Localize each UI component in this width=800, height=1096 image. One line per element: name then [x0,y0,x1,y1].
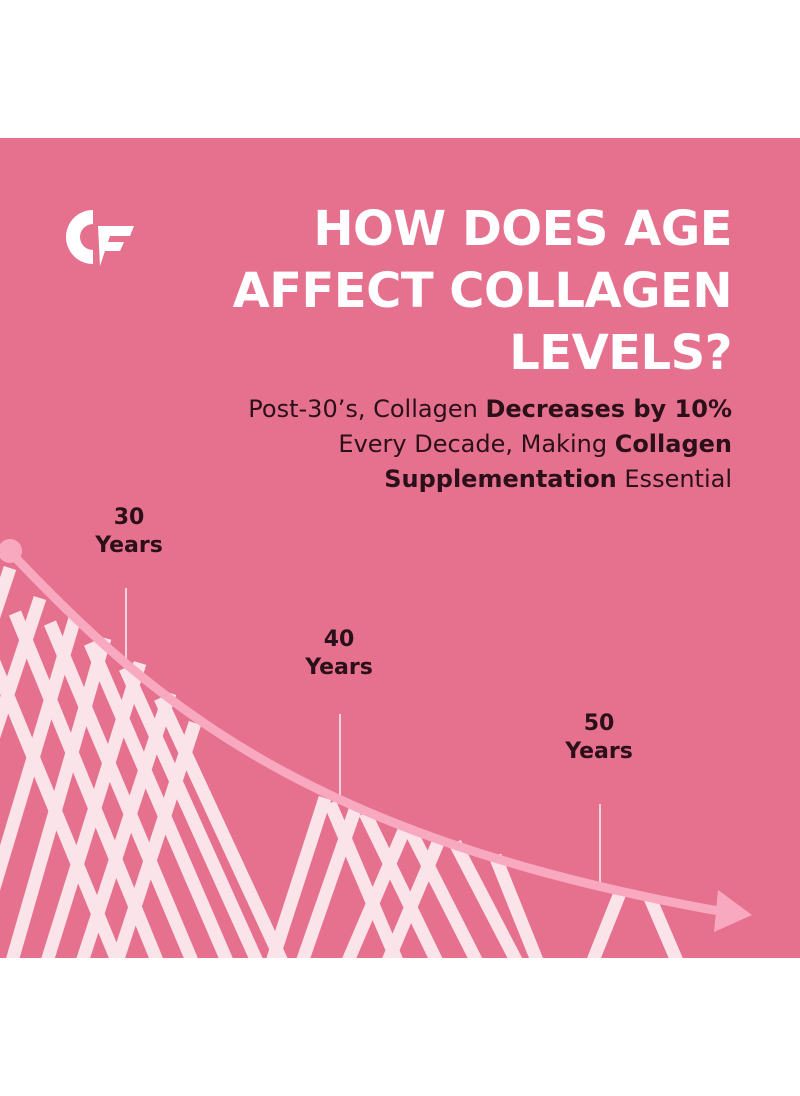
infographic-panel: HOW DOES AGE AFFECT COLLAGEN LEVELS? Pos… [0,138,800,958]
age-marker-lines [125,588,601,886]
subheadline-text-1: Post-30’s, Collagen [248,395,486,423]
age-50-number: 50 [583,711,615,736]
age-50-unit: Years [565,739,633,764]
subheadline: Post-30’s, Collagen Decreases by 10% Eve… [212,392,732,497]
arrowhead-icon [714,890,752,932]
collagen-decline-illustration [0,539,752,958]
age-30-number: 30 [113,505,145,530]
age-label-50: 50 Years [534,710,664,766]
collagen-fibers [0,565,683,958]
headline-line-2: AFFECT COLLAGEN [232,263,733,319]
subheadline-text-3: Essential [616,465,732,493]
age-40-number: 40 [323,627,355,652]
age-40-unit: Years [305,655,373,680]
subheadline-bold-decrease: Decreases by 10% [485,395,732,423]
headline: HOW DOES AGE AFFECT COLLAGEN LEVELS? [172,198,733,384]
age-30-unit: Years [95,533,163,558]
cf-monogram-logo [66,210,134,266]
age-label-40: 40 Years [274,626,404,682]
subheadline-text-2: Every Decade, Making [338,430,615,458]
headline-line-3: LEVELS? [509,325,732,381]
subheadline-bold-supplementation: Collagen Supplementation [384,430,732,493]
curve-start-dot [0,539,22,563]
headline-line-1: HOW DOES AGE [313,201,732,257]
decline-curve [5,547,735,918]
age-label-30: 30 Years [64,504,194,560]
